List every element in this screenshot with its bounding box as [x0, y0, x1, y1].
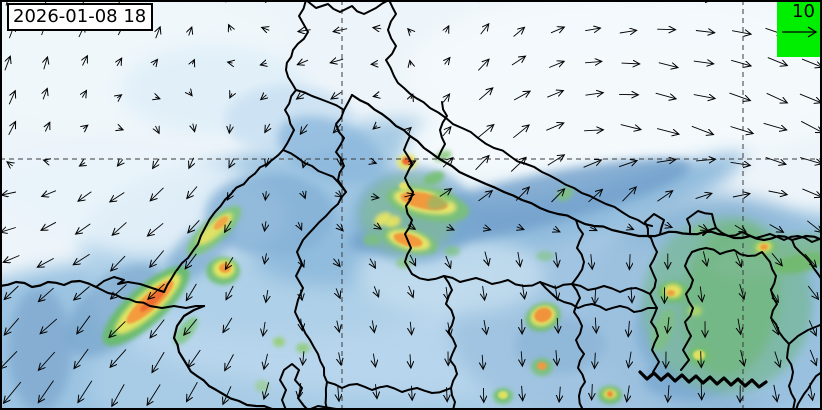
reference-arrow-icon	[781, 26, 817, 38]
wind-scale-value: 10	[792, 1, 815, 22]
timestamp-text: 2026-01-08 18	[13, 6, 147, 27]
wind-scale-legend: 10	[777, 0, 822, 57]
timestamp-label: 2026-01-08 18	[7, 3, 154, 31]
